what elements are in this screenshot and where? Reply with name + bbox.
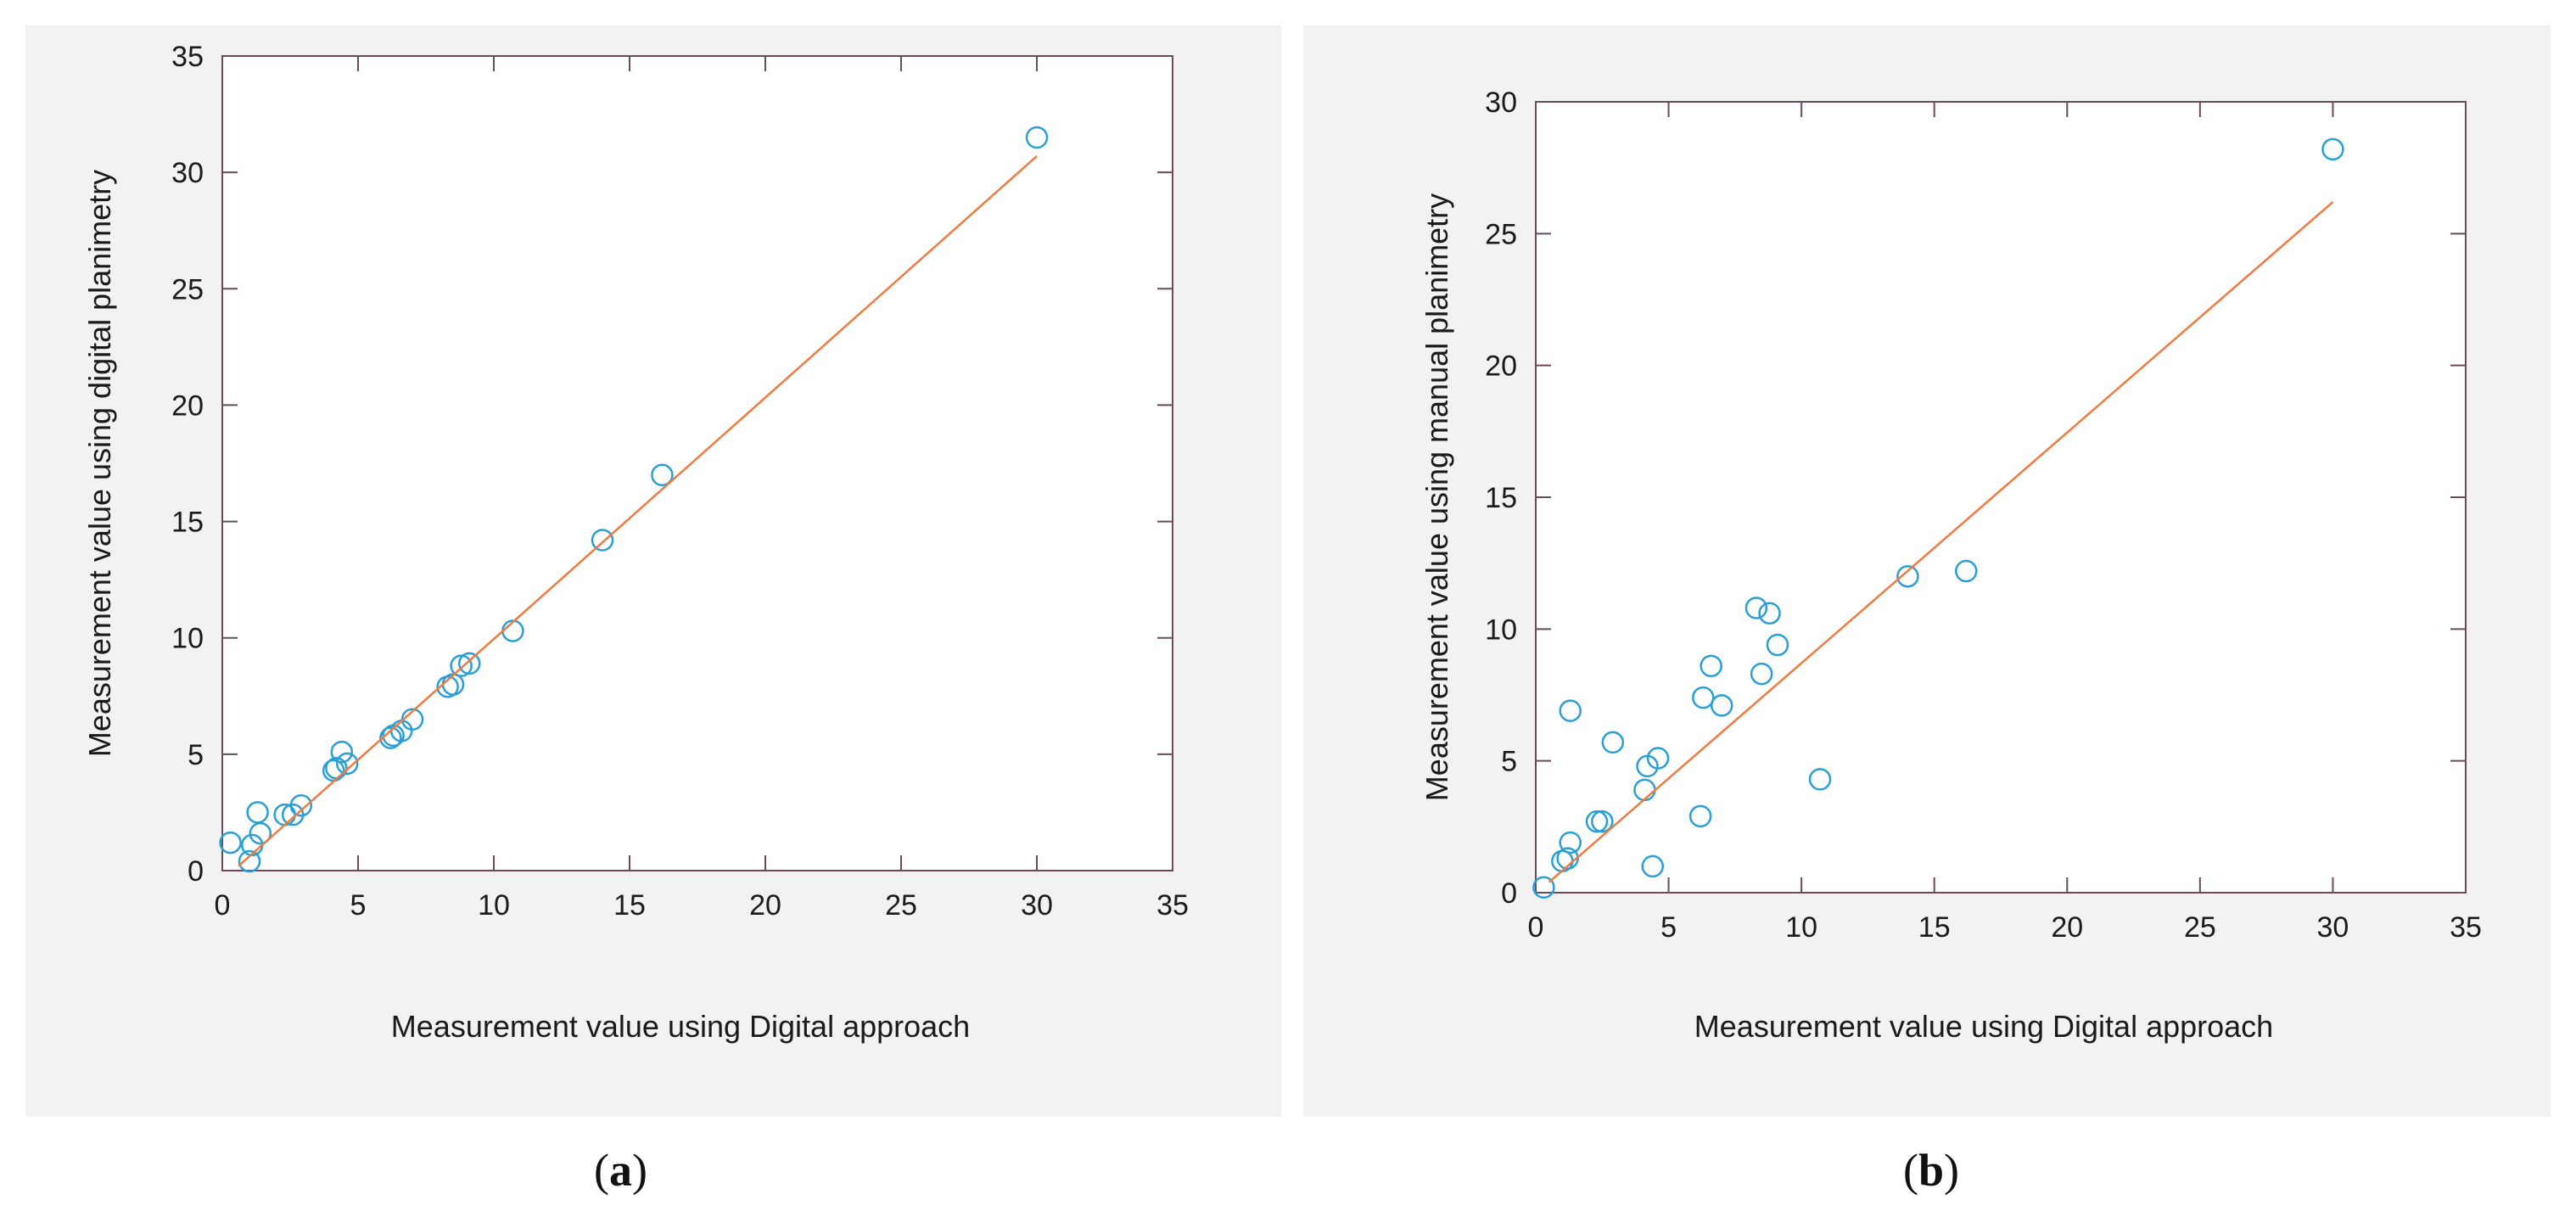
panel-b-x-tick-label: 25: [2184, 911, 2216, 944]
panel-b-x-tick-label: 15: [1918, 911, 1951, 944]
panel-label-b-letter: b: [1918, 1145, 1945, 1196]
panel-a-data-point: [450, 654, 473, 677]
panel-b-y-tick-label: 25: [1485, 218, 1517, 250]
panel-a-x-tick-label: 0: [215, 889, 231, 922]
panel-b-x-tick-label: 0: [1528, 911, 1544, 944]
panel-a-plot-area: [221, 55, 1173, 871]
panel-b-y-tick-label: 0: [1501, 877, 1517, 910]
panel-a-fit-line: [238, 155, 1038, 867]
panel-b-data-point: [1559, 831, 1582, 854]
panel-b-data-point: [1601, 731, 1625, 754]
panel-b-data-point: [1955, 559, 1978, 583]
panel-label-a-letter: a: [608, 1145, 632, 1196]
panel-a-x-tick-label: 15: [613, 889, 646, 922]
panel-b-y-tick-label: 15: [1485, 482, 1517, 514]
panel-a-data-point: [651, 463, 674, 486]
panel-b-y-tick-label: 20: [1485, 350, 1517, 383]
panel-a-x-axis-title: Measurement value using Digital approach: [391, 1009, 970, 1044]
panel-a-x-tick-label: 35: [1156, 889, 1189, 922]
panel-a-data-point: [591, 529, 614, 552]
panel-a-data-point: [219, 831, 242, 854]
panel-b-y-axis-title: Measurement value using manual planimetr…: [1420, 193, 1454, 801]
panel-label-b: (b): [1903, 1144, 1959, 1196]
panel-b-plot-area: [1535, 101, 2467, 894]
panel-a-data-point: [335, 752, 359, 776]
panel-a-data-point: [379, 726, 402, 749]
panel-a-data-point: [289, 793, 313, 817]
panel-a-y-tick-label: 35: [171, 41, 204, 73]
panel-label-a-open: (: [594, 1145, 609, 1196]
panel-b-data-point: [1896, 564, 1919, 588]
panel-a-data-point: [457, 652, 481, 675]
panel-b-data-point: [1641, 854, 1665, 878]
panel-a-data-point: [1025, 126, 1049, 149]
panel-a-x-tick-label: 20: [749, 889, 781, 922]
panel-b-data-point: [1585, 810, 1609, 833]
panel-b-x-tick-label: 30: [2317, 911, 2349, 944]
panel-a-y-axis-title: Measurement value using digital planimet…: [82, 170, 117, 757]
panel-b-data-point: [1758, 602, 1781, 625]
panel-label-b-open: (: [1903, 1145, 1918, 1196]
panel-b-data-point: [2321, 137, 2344, 161]
panel-b-data-point: [1591, 810, 1614, 833]
panel-b-data-point: [1532, 876, 1555, 899]
panel-b-y-tick-label: 10: [1485, 614, 1517, 646]
panel-a-y-tick-label: 10: [171, 623, 204, 655]
panel-b-data-point: [1700, 654, 1722, 678]
panel-b-x-axis-title: Measurement value using Digital approach: [1694, 1009, 2273, 1044]
panel-b-data-point: [1559, 699, 1582, 722]
panel-b-x-tick-label: 5: [1660, 911, 1677, 944]
panel-a-data-point: [330, 740, 354, 764]
panel-b-x-tick-label: 20: [2051, 911, 2083, 944]
panel-a-y-tick-label: 30: [171, 157, 204, 189]
panel-b-data-point: [1808, 768, 1832, 791]
panel-b-data-point: [1744, 597, 1768, 619]
panel-a-y-tick-label: 25: [171, 273, 204, 305]
panel-label-b-close: ): [1944, 1145, 1960, 1196]
panel-label-a-close: ): [631, 1145, 647, 1196]
panel-b-data-point: [1710, 694, 1733, 717]
panel-a-x-tick-label: 5: [350, 889, 367, 922]
panel-b-data-point: [1766, 633, 1789, 657]
panel-a-x-tick-label: 10: [478, 889, 510, 922]
panel-a-x-tick-label: 25: [885, 889, 917, 922]
panel-b-x-tick-label: 10: [1785, 911, 1817, 944]
panel-a-y-tick-label: 0: [188, 855, 204, 888]
panel-a-data-point: [238, 849, 261, 873]
panel-b-y-tick-label: 5: [1501, 746, 1517, 778]
panel-a-y-tick-label: 15: [171, 507, 204, 539]
panel-label-a: (a): [594, 1144, 647, 1196]
panel-a-y-tick-label: 5: [188, 739, 204, 771]
panel-b-data-point: [1646, 747, 1670, 770]
panel-b-y-tick-label: 30: [1485, 87, 1517, 119]
panel-b-data-point: [1750, 662, 1773, 686]
panel-b-data-point: [1688, 804, 1712, 828]
panel-a-y-tick-label: 20: [171, 389, 204, 422]
panel-a-data-point: [249, 821, 272, 845]
panel-b-fit-line: [1548, 201, 2334, 883]
panel-b-data-point: [1692, 686, 1715, 709]
panel-a-x-tick-label: 30: [1021, 889, 1053, 922]
panel-b-x-tick-label: 35: [2450, 911, 2482, 944]
